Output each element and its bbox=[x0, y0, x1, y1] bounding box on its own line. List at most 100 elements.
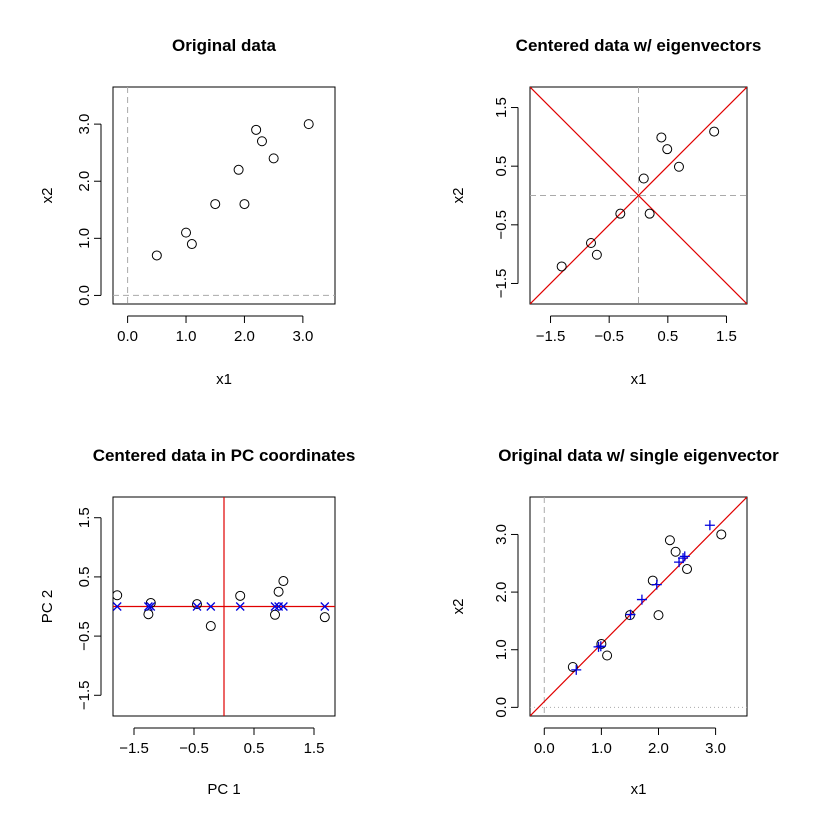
plot-area bbox=[530, 87, 747, 304]
data-point bbox=[644, 208, 655, 219]
y-tick-label: 1.5 bbox=[493, 97, 510, 118]
x-tick-label: 1.5 bbox=[716, 328, 737, 345]
data-point bbox=[303, 119, 314, 130]
data-point bbox=[716, 529, 727, 540]
x-axis-label: PC 1 bbox=[207, 781, 240, 798]
data-point bbox=[638, 173, 649, 184]
y-tick-label: 1.0 bbox=[493, 639, 510, 660]
x-tick-label: 1.0 bbox=[591, 740, 612, 757]
projected-point bbox=[146, 602, 156, 611]
data-point bbox=[319, 612, 330, 623]
reconstructed-point bbox=[651, 579, 662, 590]
y-axis: −1.5 −0.5 0.5 1.5 bbox=[76, 507, 102, 710]
x-tick-label: 0.0 bbox=[117, 328, 138, 345]
data-point bbox=[615, 208, 626, 219]
data-point bbox=[210, 199, 221, 210]
reconstructed-point bbox=[678, 553, 689, 564]
eigenvector-line bbox=[530, 497, 747, 716]
projected-point bbox=[206, 602, 216, 611]
reconstructed-point bbox=[593, 641, 604, 652]
data-point bbox=[656, 132, 667, 143]
data-point bbox=[151, 250, 162, 261]
y-tick-label: 3.0 bbox=[76, 114, 93, 135]
panel-pc-coordinates: Centered data in PC coordinates −1.5 −0.5 0… bbox=[39, 446, 355, 798]
projected-point bbox=[192, 602, 202, 611]
y-tick-label: 3.0 bbox=[493, 524, 510, 545]
y-tick-label: 2.0 bbox=[76, 171, 93, 192]
reconstructed-point bbox=[704, 520, 715, 531]
x-tick-label: 1.0 bbox=[176, 328, 197, 345]
panel-centered-eigenvectors: Centered data w/ eigenvectors −1.5 −0.5 0.5… bbox=[450, 36, 762, 388]
data-point bbox=[235, 590, 246, 601]
y-tick-label: −0.5 bbox=[76, 621, 93, 651]
projected-point bbox=[270, 602, 280, 611]
data-point bbox=[113, 590, 123, 601]
x-tick-label: 1.5 bbox=[304, 740, 325, 757]
y-tick-label: 0.0 bbox=[76, 285, 93, 306]
data-point bbox=[270, 609, 280, 620]
data-point bbox=[709, 126, 720, 137]
data-point bbox=[647, 575, 658, 586]
x-tick-label: −1.5 bbox=[119, 740, 149, 757]
data-point bbox=[602, 650, 613, 661]
plot-area bbox=[113, 87, 335, 304]
x-tick-label: −0.5 bbox=[594, 328, 624, 345]
data-point bbox=[556, 261, 567, 272]
chart-title: Original data w/ single eigenvector bbox=[498, 446, 779, 465]
data-point bbox=[205, 621, 216, 632]
y-axis-label: x2 bbox=[450, 599, 467, 615]
x-axis-label: x1 bbox=[631, 781, 647, 798]
y-axis: 0.0 1.0 2.0 3.0 bbox=[76, 114, 102, 306]
eigenvector-line bbox=[530, 87, 747, 304]
y-tick-label: 2.0 bbox=[493, 582, 510, 603]
plot-area bbox=[530, 497, 747, 716]
data-point bbox=[268, 153, 279, 164]
data-point bbox=[273, 586, 284, 597]
y-axis-label: x2 bbox=[39, 188, 56, 204]
y-tick-label: 0.5 bbox=[76, 566, 93, 587]
x-tick-label: 2.0 bbox=[648, 740, 669, 757]
projected-point bbox=[320, 602, 330, 611]
chart-title: Centered data in PC coordinates bbox=[93, 446, 356, 465]
x-tick-label: −1.5 bbox=[536, 328, 566, 345]
x-axis: −1.5 −0.5 0.5 1.5 bbox=[536, 315, 737, 345]
data-point bbox=[251, 124, 262, 135]
y-axis-label: x2 bbox=[450, 188, 467, 204]
data-point bbox=[662, 144, 673, 155]
x-axis: −1.5 −0.5 0.5 1.5 bbox=[119, 727, 325, 757]
chart-title: Centered data w/ eigenvectors bbox=[516, 36, 762, 55]
data-point bbox=[192, 599, 202, 610]
reconstructed-point bbox=[636, 594, 647, 605]
panel-original-data: Original data 0.0 1.0 2.0 3.0 0.0 1.0 2.0 3.0 x1 x… bbox=[39, 36, 336, 388]
y-tick-label: −1.5 bbox=[493, 269, 510, 299]
data-point bbox=[591, 249, 602, 260]
panel-single-eigenvector: Original data w/ single eigenvector 0.0 1.… bbox=[450, 446, 779, 798]
data-point bbox=[233, 164, 244, 175]
data-point bbox=[670, 546, 681, 557]
x-axis-label: x1 bbox=[216, 371, 232, 388]
reconstructed-point bbox=[674, 557, 685, 568]
data-point bbox=[567, 662, 578, 673]
data-point bbox=[585, 238, 596, 249]
data-point bbox=[664, 535, 675, 546]
projected-point bbox=[278, 602, 288, 611]
y-axis: 0.0 1.0 2.0 3.0 bbox=[493, 524, 519, 718]
data-point bbox=[181, 227, 192, 238]
projected-point bbox=[235, 602, 245, 611]
y-tick-label: 0.0 bbox=[493, 697, 510, 718]
data-point bbox=[682, 564, 693, 575]
plot-frame bbox=[529, 496, 748, 717]
y-tick-label: 0.5 bbox=[493, 156, 510, 177]
data-point bbox=[673, 161, 684, 172]
y-axis-label: PC 2 bbox=[39, 590, 56, 623]
x-tick-label: 0.5 bbox=[657, 328, 678, 345]
reconstructed-point bbox=[679, 551, 690, 562]
x-tick-label: −0.5 bbox=[179, 740, 209, 757]
data-point bbox=[278, 576, 289, 587]
x-tick-label: 3.0 bbox=[705, 740, 726, 757]
x-tick-label: 3.0 bbox=[292, 328, 313, 345]
projected-point bbox=[143, 602, 153, 611]
projected-point bbox=[113, 602, 122, 611]
data-point bbox=[653, 610, 664, 621]
chart-title: Original data bbox=[172, 36, 276, 55]
